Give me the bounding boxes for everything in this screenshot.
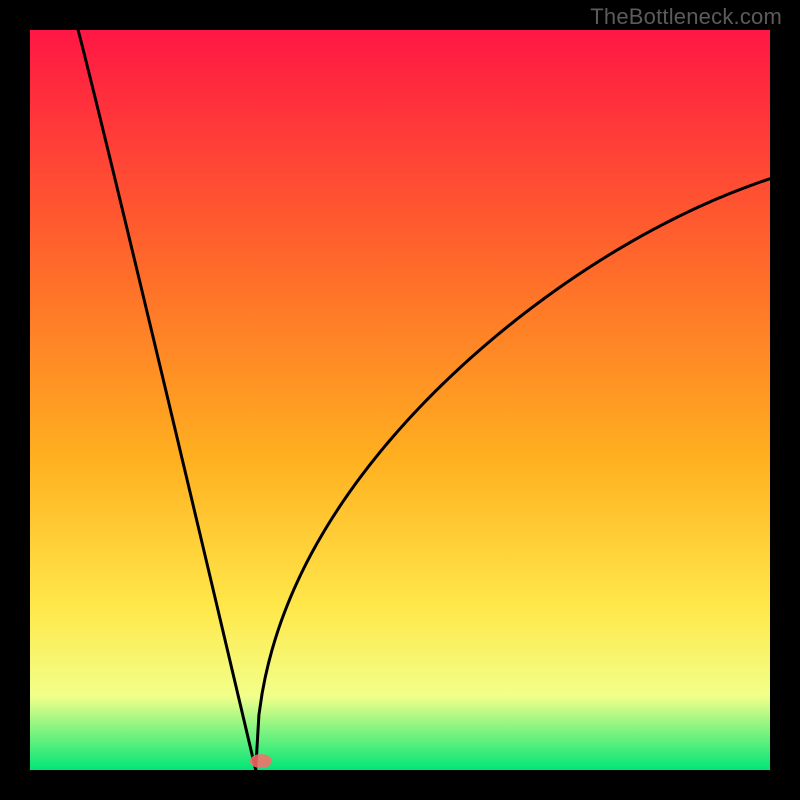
bottleneck-curve <box>30 30 770 770</box>
curve-minimum-marker <box>250 754 272 768</box>
chart-plot-area <box>30 30 770 770</box>
watermark-text: TheBottleneck.com <box>590 4 782 30</box>
curve-path <box>78 30 770 770</box>
